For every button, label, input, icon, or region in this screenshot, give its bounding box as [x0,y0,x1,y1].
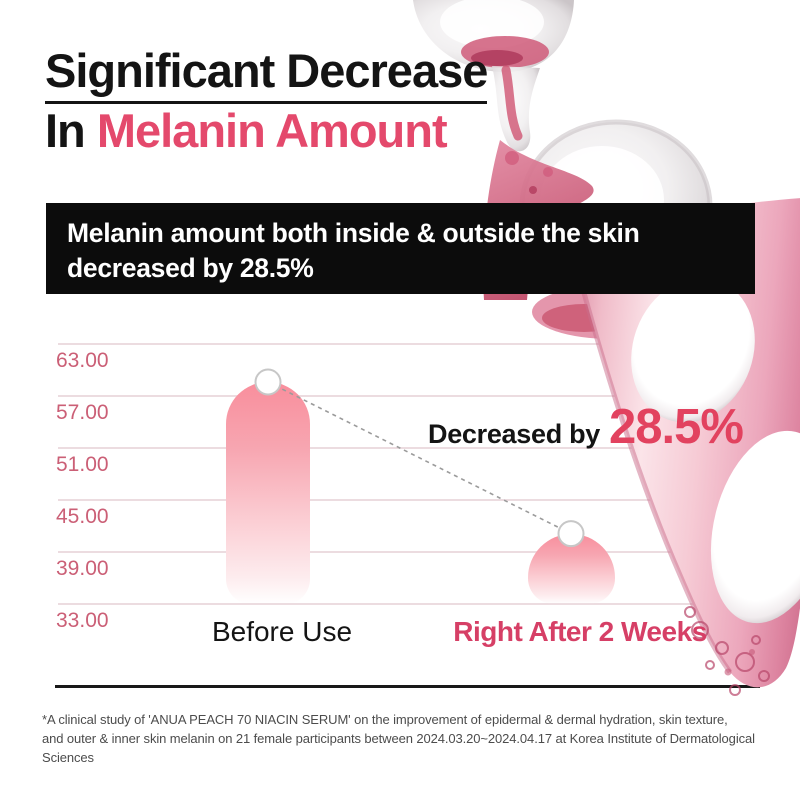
y-axis-tick: 63.00 [56,349,109,372]
gridline [58,603,760,605]
y-axis-tick: 51.00 [56,453,109,476]
gridline [58,343,760,345]
gridline [58,395,760,397]
gridline [58,447,760,449]
bar-before-use [226,382,310,604]
section-divider-line [55,685,760,688]
bar-right-after-2-weeks [527,533,615,604]
gridline [58,499,760,501]
y-axis-tick: 45.00 [56,505,109,528]
y-axis-tick: 39.00 [56,557,109,580]
gridline [58,551,760,553]
y-axis-tick: 33.00 [56,609,109,632]
y-axis-tick: 57.00 [56,401,109,424]
